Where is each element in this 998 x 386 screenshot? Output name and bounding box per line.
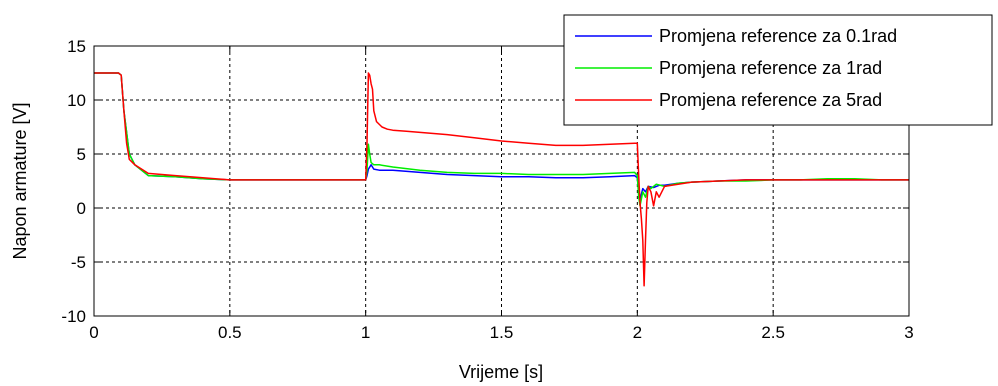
x-tick-label: 1.5 bbox=[490, 323, 514, 342]
y-tick-label: -5 bbox=[71, 253, 86, 272]
y-tick-label: 0 bbox=[77, 199, 86, 218]
y-tick-label: 5 bbox=[77, 145, 86, 164]
legend: Promjena reference za 0.1rad Promjena ref… bbox=[563, 14, 993, 126]
y-tick-label: -10 bbox=[61, 307, 86, 326]
legend-label-3: Promjena reference za 5rad bbox=[659, 90, 882, 110]
y-tick-labels: 15 10 5 0 -5 -10 bbox=[61, 37, 86, 326]
legend-label-2: Promjena reference za 1rad bbox=[659, 58, 882, 78]
x-tick-label: 0 bbox=[89, 323, 98, 342]
series-layer bbox=[94, 72, 909, 287]
x-tick-labels: 0 0.5 1 1.5 2 2.5 3 bbox=[89, 323, 913, 342]
x-tick-label: 0.5 bbox=[218, 323, 242, 342]
legend-box bbox=[563, 14, 993, 126]
y-tick-label: 10 bbox=[67, 91, 86, 110]
y-tick-label: 15 bbox=[67, 37, 86, 56]
x-tick-label: 1 bbox=[361, 323, 370, 342]
series-line-3 bbox=[94, 72, 909, 287]
x-tick-label: 2.5 bbox=[761, 323, 785, 342]
y-axis-label: Napon armature [V] bbox=[10, 102, 30, 259]
x-axis-label: Vrijeme [s] bbox=[459, 362, 543, 382]
x-tick-label: 2 bbox=[633, 323, 642, 342]
x-tick-label: 3 bbox=[904, 323, 913, 342]
legend-label-1: Promjena reference za 0.1rad bbox=[659, 26, 897, 46]
